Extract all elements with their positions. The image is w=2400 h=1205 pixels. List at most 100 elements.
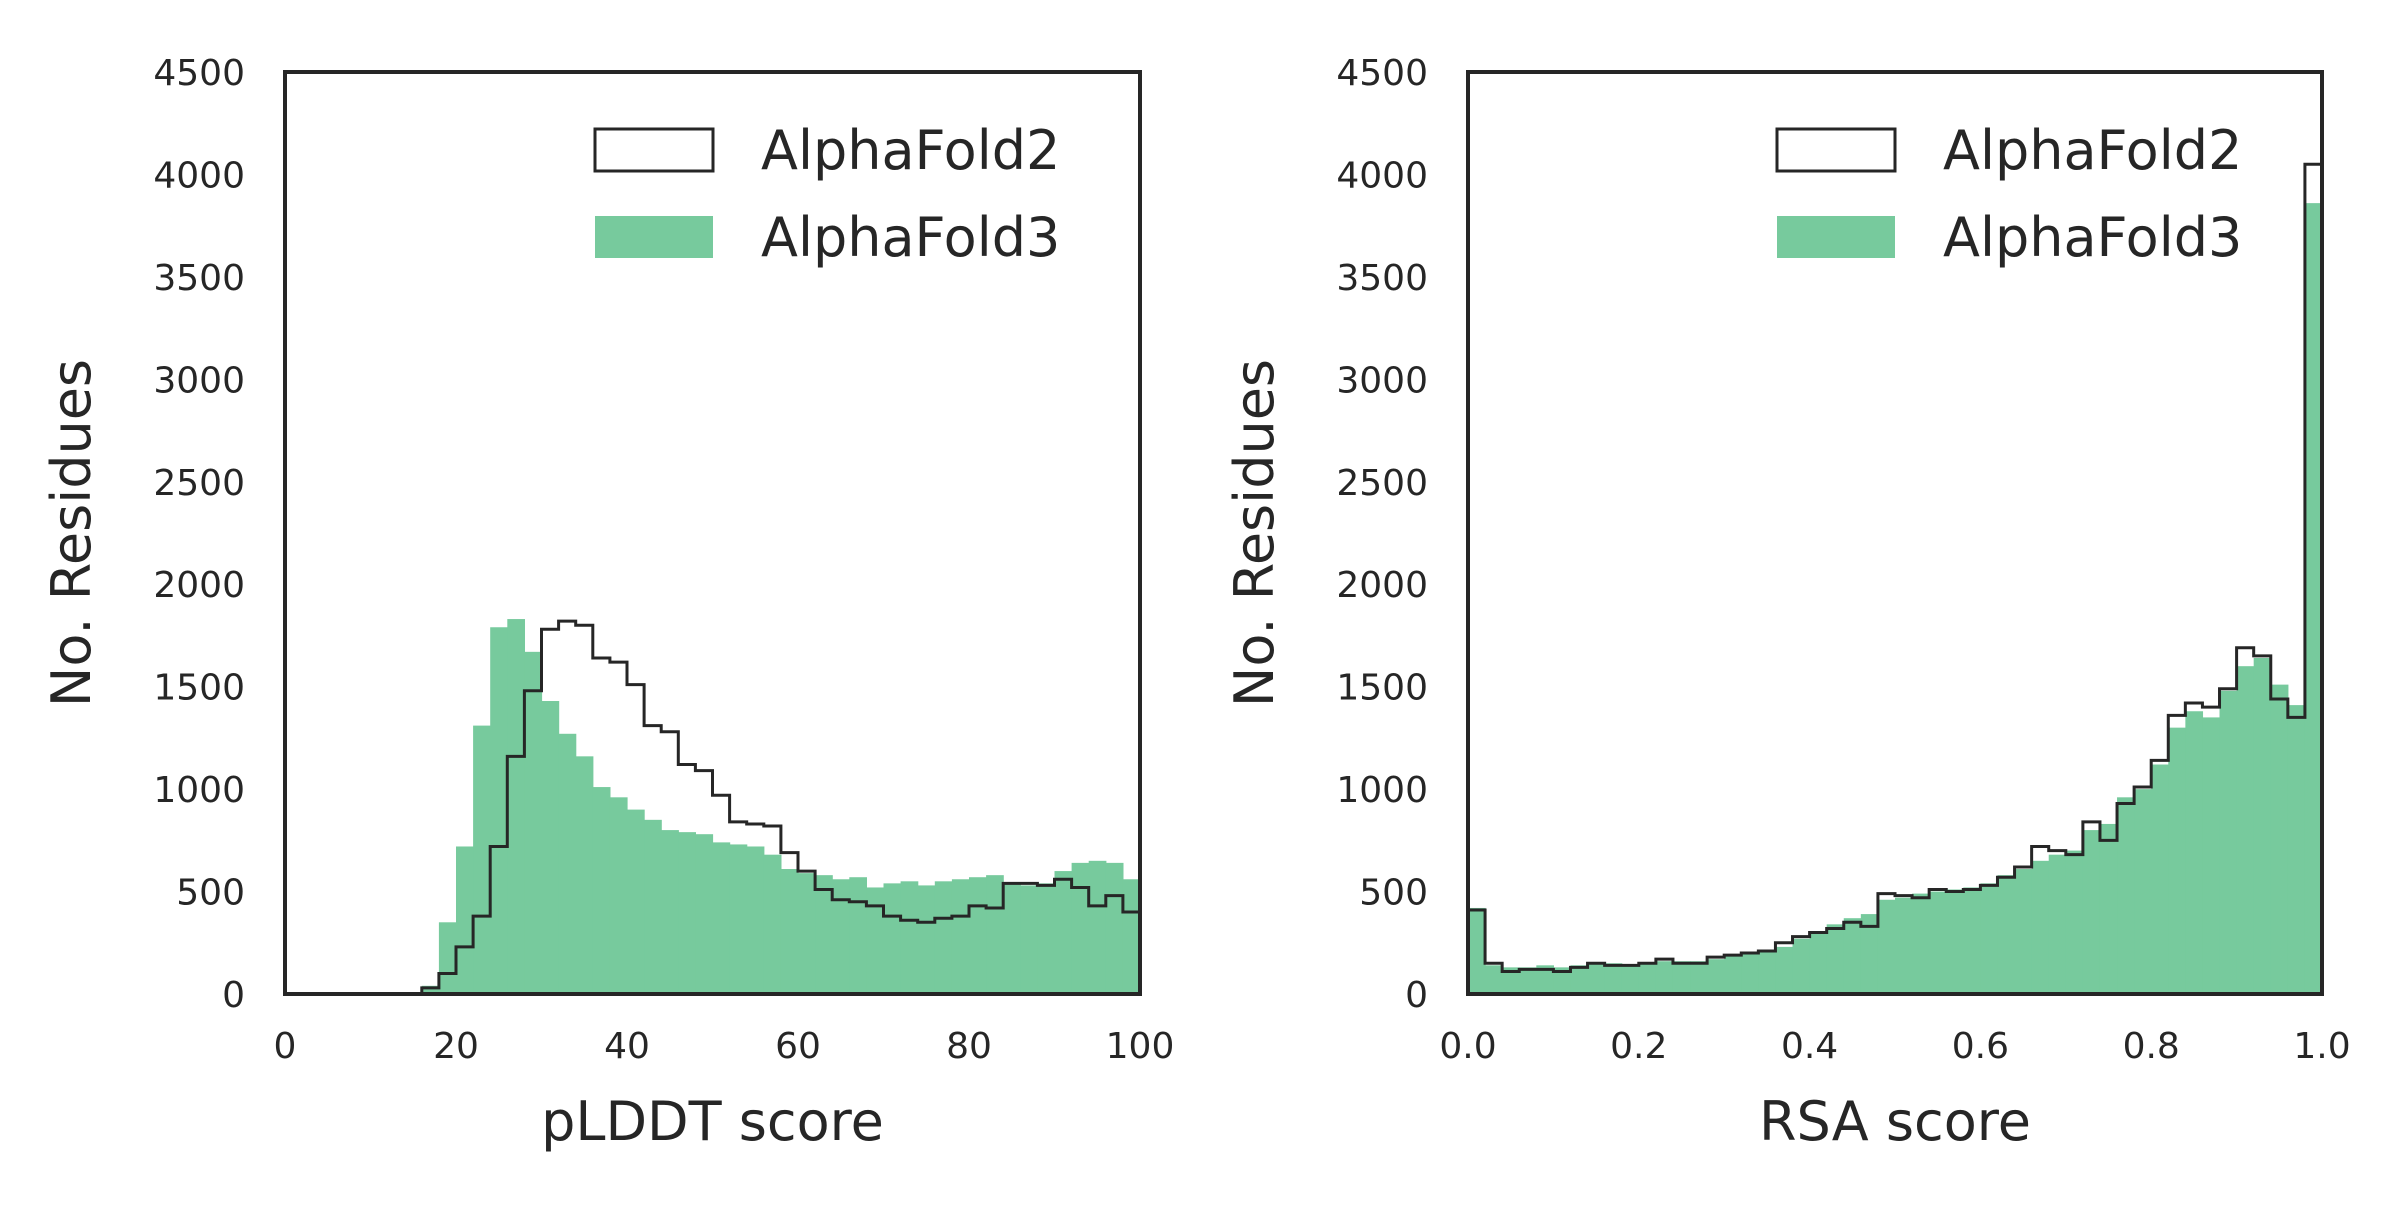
legend-alphafold3-label: AlphaFold3 <box>1943 206 2242 269</box>
plddt-alphafold3-bar-10 <box>456 846 474 994</box>
plddt-x-tick-label-1: 20 <box>433 1026 479 1067</box>
rsa-x-tick-label-0: 0.0 <box>1439 1026 1496 1067</box>
rsa-alphafold3-bar-49 <box>2304 203 2323 994</box>
plddt-alphafold3-bar-15 <box>541 701 560 994</box>
rsa-alphafold3-bar-10 <box>1638 963 1657 994</box>
rsa-y-tick-label-7: 3500 <box>1336 258 1428 299</box>
rsa-alphafold3-bar-47 <box>2270 684 2289 994</box>
plddt-alphafold3-bar-16 <box>558 733 577 994</box>
plddt-alphafold3-bar-24 <box>695 834 714 994</box>
rsa-alphafold3-bar-7 <box>1587 963 1606 994</box>
rsa-alphafold3-bar-23 <box>1860 914 1879 994</box>
rsa-y-tick-label-1: 500 <box>1359 873 1428 914</box>
rsa-x-ticks: 0.0 0.2 0.4 0.6 0.8 1.0 <box>1439 1026 2350 1067</box>
plddt-alphafold3-bar-30 <box>798 873 816 994</box>
rsa-alphafold3-bar-44 <box>2219 690 2238 994</box>
rsa-alphafold3-bar-38 <box>2117 797 2135 994</box>
plddt-y-axis-label: No. Residues <box>40 359 103 707</box>
rsa-alphafold3-bar-11 <box>1655 961 1674 994</box>
rsa-alphafold3-bar-28 <box>1946 889 1964 994</box>
plddt-alphafold3-bar-38 <box>934 881 953 994</box>
rsa-alphafold3-bar-37 <box>2099 823 2118 994</box>
rsa-alphafold3-bar-3 <box>1519 967 1537 994</box>
rsa-alphafold3-bar-22 <box>1843 918 1862 994</box>
plddt-y-tick-label-9: 4500 <box>153 53 245 94</box>
plddt-alphafold3-bar-33 <box>849 877 867 994</box>
rsa-alphafold3-bar-16 <box>1741 953 1759 994</box>
plddt-alphafold3-bar-9 <box>438 922 457 994</box>
rsa-alphafold3-bar-32 <box>2014 869 2033 994</box>
plddt-x-tick-label-4: 80 <box>946 1026 992 1067</box>
legend-alphafold2-swatch <box>1775 127 1897 173</box>
legend-alphafold3-swatch <box>1777 216 1895 258</box>
rsa-histogram-panel: 0 500 1000 1500 2000 2500 3000 3500 4000 4500 0.0… <box>1223 53 2351 1153</box>
plddt-alphafold3-bar-35 <box>883 883 902 994</box>
plddt-y-tick-label-5: 2500 <box>153 463 245 504</box>
rsa-x-tick-label-2: 0.4 <box>1781 1026 1838 1067</box>
plddt-alphafold3-bar-42 <box>1003 883 1021 994</box>
plddt-histogram-panel: 0 500 1000 1500 2000 2500 3000 3500 4000 4500 0 20… <box>40 53 1174 1153</box>
rsa-alphafold3-bar-0 <box>1468 907 1486 994</box>
plddt-y-tick-label-8: 4000 <box>153 155 245 196</box>
rsa-y-ticks: 0 500 1000 1500 2000 2500 3000 3500 4000 4500 <box>1336 53 1428 1016</box>
rsa-alphafold3-bar-31 <box>1997 875 2016 994</box>
rsa-alphafold3-bar-8 <box>1604 963 1623 994</box>
rsa-y-axis-label: No. Residues <box>1223 359 1286 707</box>
plddt-alphafold3-bar-19 <box>609 797 628 994</box>
plddt-alphafold3-bar-14 <box>524 651 543 994</box>
rsa-y-tick-label-2: 1000 <box>1336 770 1428 811</box>
rsa-alphafold2-step-line <box>1466 162 2324 994</box>
rsa-plot-frame <box>1466 70 2324 996</box>
plddt-alphafold3-bar-21 <box>644 819 662 994</box>
rsa-legend: AlphaFold2 AlphaFold3 <box>1775 119 2242 269</box>
plddt-alphafold3-bar-29 <box>780 869 799 994</box>
rsa-y-tick-label-3: 1500 <box>1336 668 1428 709</box>
rsa-alphafold3-bar-6 <box>1570 965 1589 994</box>
rsa-alphafold3-bar-30 <box>1980 883 1999 994</box>
legend-alphafold3-label: AlphaFold3 <box>761 206 1060 269</box>
rsa-alphafold3-bar-26 <box>1912 893 1930 994</box>
rsa-x-tick-label-3: 0.6 <box>1952 1026 2009 1067</box>
rsa-alphafold3-bar-14 <box>1707 959 1725 994</box>
rsa-alphafold3-bar-34 <box>2048 854 2067 994</box>
plddt-y-tick-label-4: 2000 <box>153 565 245 606</box>
plddt-y-tick-label-2: 1000 <box>153 770 245 811</box>
rsa-x-axis-label: RSA score <box>1759 1090 2031 1153</box>
rsa-alphafold3-bar-27 <box>1929 891 1947 994</box>
plddt-alphafold2-step-line <box>285 619 1142 996</box>
rsa-x-tick-label-4: 0.8 <box>2123 1026 2180 1067</box>
rsa-alphafold3-bar-48 <box>2287 705 2306 994</box>
rsa-alphafold3-bar-46 <box>2253 657 2272 994</box>
plddt-alphafold3-bar-34 <box>866 887 885 994</box>
plddt-alphafold3-bar-37 <box>917 885 936 994</box>
plddt-bars <box>421 619 1141 994</box>
plddt-alphafold3-bar-26 <box>729 844 748 994</box>
legend-alphafold2-label: AlphaFold2 <box>1943 119 2242 182</box>
plddt-alphafold3-bar-17 <box>575 756 594 994</box>
rsa-alphafold3-bar-20 <box>1809 932 1828 994</box>
plddt-alphafold3-bar-46 <box>1071 862 1090 994</box>
plddt-alphafold3-bar-49 <box>1122 879 1141 994</box>
plddt-x-tick-label-0: 0 <box>274 1026 297 1067</box>
rsa-alphafold3-bar-1 <box>1485 965 1503 994</box>
rsa-alphafold3-bar-5 <box>1553 967 1572 994</box>
rsa-y-tick-label-5: 2500 <box>1336 463 1428 504</box>
rsa-alphafold3-bar-25 <box>1895 897 1913 994</box>
rsa-x-tick-label-1: 0.2 <box>1610 1026 1667 1067</box>
rsa-alphafold3-bar-42 <box>2185 711 2204 994</box>
plddt-alphafold3-bar-20 <box>627 809 645 994</box>
rsa-alphafold3-bar-39 <box>2134 789 2152 994</box>
plddt-y-tick-label-7: 3500 <box>153 258 245 299</box>
rsa-alphafold3-bar-33 <box>2031 860 2050 994</box>
plddt-x-ticks: 0 20 40 60 80 100 <box>274 1026 1175 1067</box>
plddt-alphafold3-bar-47 <box>1088 860 1107 994</box>
rsa-alphafold3-bar-15 <box>1724 955 1742 994</box>
plddt-alphafold3-bar-32 <box>832 879 850 994</box>
rsa-alphafold3-bar-45 <box>2236 666 2255 994</box>
plddt-alphafold3-bar-39 <box>951 879 970 994</box>
rsa-alphafold3-bar-24 <box>1877 899 1896 994</box>
plddt-y-tick-label-6: 3000 <box>153 360 245 401</box>
plddt-y-tick-label-0: 0 <box>222 975 245 1016</box>
